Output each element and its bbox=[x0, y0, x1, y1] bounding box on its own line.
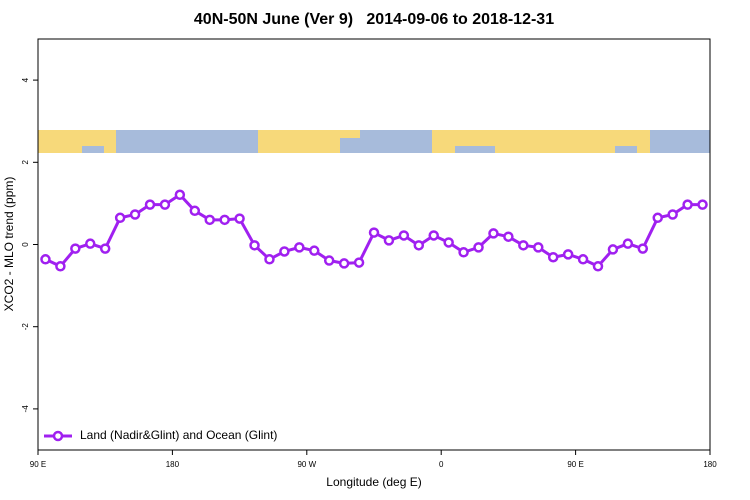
data-point bbox=[189, 205, 201, 217]
data-point bbox=[503, 231, 514, 242]
land bbox=[330, 130, 360, 138]
x-tick-label: 180 bbox=[703, 460, 717, 469]
x-tick-label: 90 W bbox=[297, 460, 316, 469]
data-point bbox=[547, 251, 559, 263]
legend-marker bbox=[52, 430, 64, 442]
data-point bbox=[294, 242, 305, 253]
data-point bbox=[652, 212, 663, 224]
data-point bbox=[264, 254, 275, 265]
data-point bbox=[174, 189, 186, 201]
data-point bbox=[488, 228, 499, 239]
data-point bbox=[309, 245, 320, 256]
data-point bbox=[697, 199, 708, 210]
data-point bbox=[622, 238, 634, 249]
data-point bbox=[562, 249, 574, 260]
x-axis-label: Longitude (deg E) bbox=[326, 475, 421, 489]
y-tick-label: 2 bbox=[21, 160, 30, 165]
x-tick-label: 0 bbox=[439, 460, 444, 469]
data-point bbox=[114, 212, 126, 224]
x-tick-label: 90 E bbox=[30, 460, 46, 469]
legend-label: Land (Nadir&Glint) and Ocean (Glint) bbox=[80, 428, 277, 442]
y-tick-label: 0 bbox=[21, 242, 30, 247]
data-point bbox=[428, 230, 439, 241]
ocean bbox=[82, 146, 104, 153]
data-point bbox=[55, 261, 66, 272]
data-point bbox=[518, 240, 529, 251]
data-point bbox=[204, 214, 215, 226]
map-band bbox=[38, 130, 710, 153]
data-point bbox=[159, 199, 171, 210]
y-tick-label: 4 bbox=[21, 77, 30, 82]
data-point bbox=[368, 227, 380, 238]
data-point bbox=[533, 242, 544, 253]
plot-frame bbox=[37, 38, 711, 451]
x-tick-label: 180 bbox=[166, 460, 180, 469]
data-point bbox=[637, 243, 649, 254]
land bbox=[38, 130, 116, 153]
data-point bbox=[577, 254, 589, 265]
data-point bbox=[144, 199, 156, 210]
data-point bbox=[85, 238, 96, 249]
data-point bbox=[667, 209, 678, 220]
x-tick-label: 90 E bbox=[567, 460, 583, 469]
y-tick-label: -4 bbox=[21, 405, 30, 413]
data-point bbox=[607, 244, 619, 255]
data-point bbox=[279, 246, 290, 257]
data-point bbox=[219, 214, 230, 226]
data-point bbox=[129, 209, 141, 220]
ocean bbox=[615, 146, 637, 153]
data-point bbox=[338, 258, 350, 269]
data-point bbox=[40, 254, 51, 265]
ocean bbox=[455, 146, 495, 153]
data-point bbox=[383, 235, 395, 246]
data-point bbox=[323, 255, 335, 266]
data-point bbox=[443, 237, 454, 248]
data-point bbox=[592, 261, 604, 272]
data-point bbox=[70, 243, 81, 254]
data-point bbox=[249, 240, 260, 251]
y-tick-label: -2 bbox=[21, 323, 30, 331]
data-point bbox=[473, 242, 484, 253]
data-point bbox=[413, 240, 425, 251]
data-point bbox=[353, 257, 365, 268]
data-point bbox=[234, 213, 245, 224]
data-point bbox=[398, 230, 410, 241]
data-point bbox=[682, 199, 693, 210]
data-point bbox=[99, 243, 111, 254]
data-point bbox=[458, 247, 469, 258]
y-axis-label: XCO2 - MLO trend (ppm) bbox=[2, 177, 16, 312]
land bbox=[258, 130, 340, 153]
chart-title: 40N-50N June (Ver 9) 2014-09-06 to 2018-… bbox=[194, 11, 554, 28]
